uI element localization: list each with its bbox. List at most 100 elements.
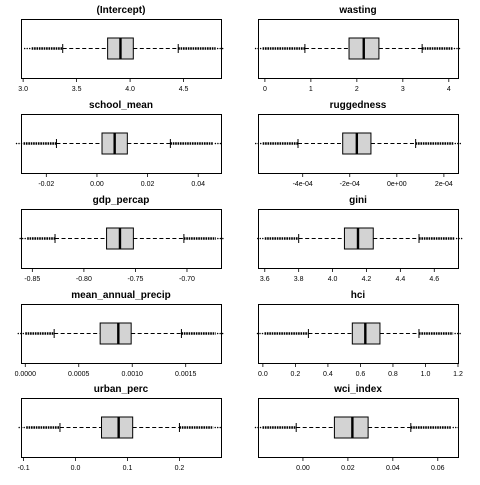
- panel-title: mean_annual_precip: [71, 290, 170, 301]
- outliers-low-point: [259, 47, 262, 50]
- panel-title: school_mean: [89, 100, 153, 111]
- outliers-low-point: [262, 237, 264, 240]
- x-tick-label: -0.02: [38, 181, 54, 188]
- outliers-high-point: [458, 237, 460, 240]
- x-tick-label: 2e-04: [435, 181, 453, 188]
- x-tick-label: 3.5: [72, 86, 82, 93]
- panel-gini: gini 3.6 3.8 4.0 4.2 4.4 4.6: [257, 195, 463, 283]
- x-tick-label: 0.0005: [68, 371, 90, 378]
- x-tick-label: 1.2: [453, 371, 463, 378]
- outliers-low-point: [259, 426, 262, 429]
- outliers-low-point: [259, 142, 262, 145]
- x-tick-label: 0.00: [90, 181, 104, 188]
- panel-title: wci_index: [333, 384, 382, 395]
- outliers-low-point: [254, 142, 257, 145]
- outliers-low-point: [20, 426, 23, 429]
- outliers-low: [15, 142, 57, 145]
- outliers-high-point: [216, 332, 219, 335]
- outliers-low-point: [23, 47, 26, 50]
- x-axis: 0.0000 0.0005 0.0010 0.0015: [15, 363, 197, 378]
- outliers-high-point: [456, 47, 458, 50]
- outliers-low-point: [261, 332, 264, 335]
- x-tick-label: 0.1: [123, 465, 133, 472]
- outliers-low-point: [24, 237, 26, 240]
- outliers-low-point: [28, 47, 31, 50]
- x-axis: 0 1 2 3 4: [263, 78, 451, 93]
- panel-frame: [21, 19, 222, 79]
- x-axis: -4e-04 -2e-04 0e+00 2e-04: [293, 173, 453, 188]
- panel-ruggedness: ruggedness -4e-04 -2e-04 0e+00 2e-04: [254, 100, 462, 188]
- outliers-high: [422, 47, 461, 50]
- outliers-high-point: [454, 142, 457, 145]
- outliers-high-point: [217, 237, 219, 240]
- outliers-high-point: [216, 426, 219, 429]
- outliers-high-point: [454, 332, 456, 335]
- panel-wasting: wasting 0 1 2 3 4: [254, 5, 461, 93]
- outliers-high-point: [219, 332, 221, 335]
- outliers-high: [181, 332, 224, 335]
- outliers-high: [410, 426, 460, 429]
- x-axis: 3.0 3.5 4.0 4.5: [18, 78, 189, 93]
- x-tick-label: 0.8: [388, 371, 398, 378]
- x-tick-label: -2e-04: [340, 181, 360, 188]
- outliers-high-point: [219, 237, 222, 240]
- panel-frame: [21, 304, 222, 364]
- outliers-low-point: [23, 426, 25, 429]
- outliers-low-point: [17, 332, 20, 335]
- outliers-high-point: [459, 142, 462, 145]
- outliers-high-point: [457, 426, 460, 429]
- x-tick-label: 0e+00: [387, 181, 407, 188]
- x-tick-label: 0.0: [258, 371, 268, 378]
- panel-title: hci: [351, 290, 366, 301]
- panel-intercept: (Intercept) 3.0 3.5 4.0 4.5: [18, 5, 224, 93]
- outliers-high-point: [457, 142, 459, 145]
- outliers-high-point: [217, 142, 219, 145]
- x-tick-label: 4: [447, 86, 451, 93]
- x-tick-label: 0.4: [323, 371, 333, 378]
- outliers-high: [178, 47, 224, 50]
- x-tick-label: 3.6: [260, 276, 270, 283]
- outliers-low-point: [18, 426, 20, 429]
- x-tick-label: 1.0: [421, 371, 431, 378]
- x-tick-label: 0.02: [141, 181, 155, 188]
- outliers-low-point: [20, 332, 22, 335]
- x-tick-label: 4.0: [328, 276, 338, 283]
- panel-title: gini: [349, 195, 367, 206]
- panel-title: wasting: [338, 5, 376, 16]
- outliers-high-point: [221, 47, 224, 50]
- outliers-low-point: [15, 142, 18, 145]
- outliers-low-point: [257, 47, 259, 50]
- outliers-low-point: [254, 47, 257, 50]
- outliers-low: [18, 426, 60, 429]
- outliers-high-point: [458, 47, 461, 50]
- x-tick-label: 3.8: [294, 276, 304, 283]
- outliers-high-point: [456, 332, 459, 335]
- x-tick-label: 0.2: [175, 465, 185, 472]
- iqr-box: [101, 416, 134, 439]
- x-tick-label: 0.04: [386, 465, 400, 472]
- outliers-low-point: [259, 332, 261, 335]
- panel-title: (Intercept): [97, 5, 146, 16]
- iqr-box: [99, 322, 132, 345]
- outliers-high: [170, 142, 222, 145]
- outliers-high-point: [216, 47, 219, 50]
- x-tick-label: 0.0000: [15, 371, 37, 378]
- outliers-high: [418, 332, 461, 335]
- outliers-high-point: [219, 47, 221, 50]
- x-tick-label: 4.0: [125, 86, 135, 93]
- panel-title: urban_perc: [94, 384, 149, 395]
- x-axis: 3.6 3.8 4.0 4.2 4.4 4.6: [260, 268, 439, 283]
- x-tick-label: 0.00: [296, 465, 310, 472]
- outliers-high-point: [460, 237, 463, 240]
- outliers-high-point: [459, 332, 461, 335]
- outliers-low-point: [21, 237, 24, 240]
- x-tick-label: 0: [263, 86, 267, 93]
- x-axis: -0.85 -0.80 -0.75 -0.70: [24, 268, 195, 283]
- panel-urban-perc: urban_perc -0.1 0.0 0.1 0.2: [18, 384, 222, 472]
- outliers-high-point: [221, 332, 224, 335]
- outliers-low-point: [259, 237, 262, 240]
- x-tick-label: -0.75: [127, 276, 143, 283]
- outliers-high: [179, 426, 221, 429]
